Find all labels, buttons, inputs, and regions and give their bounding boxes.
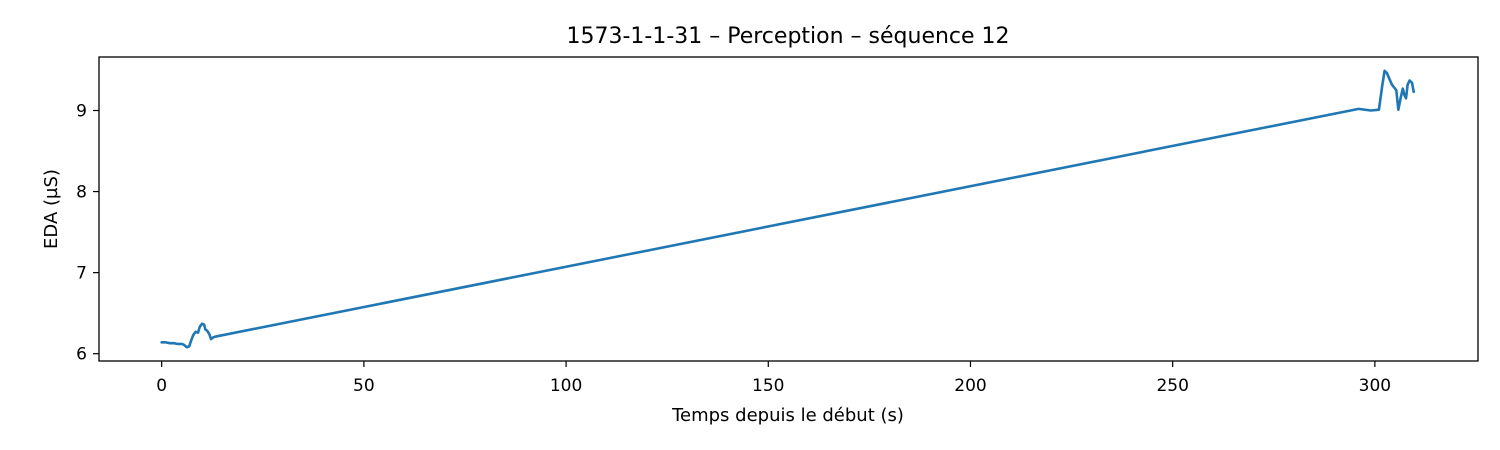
series-layer [160, 69, 1415, 349]
x-tick-label-200: 200 [954, 376, 986, 396]
x-tick-label-100: 100 [550, 376, 582, 396]
plot-frame [98, 56, 1479, 362]
x-axis-ticks: 0 50 100 150 200 250 300 [156, 361, 1391, 396]
x-tick-label-150: 150 [752, 376, 784, 396]
y-tick-label-7: 7 [76, 264, 87, 284]
y-tick-label-9: 9 [76, 102, 87, 122]
y-axis-ticks: 6 7 8 9 [76, 102, 99, 365]
x-tick-label-0: 0 [156, 376, 167, 396]
eda-series-line-0 [160, 69, 1415, 349]
y-tick-label-8: 8 [76, 183, 87, 203]
plot-area [99, 57, 1478, 361]
chart-title: 1573-1-1-31 – Perception – séquence 12 [566, 24, 1009, 49]
y-axis-label: EDA (µS) [41, 169, 62, 249]
x-tick-label-250: 250 [1156, 376, 1188, 396]
x-tick-label-50: 50 [353, 376, 375, 396]
y-tick-label-6: 6 [76, 345, 87, 365]
x-axis-label: Temps depuis le début (s) [671, 405, 904, 426]
x-tick-label-300: 300 [1359, 376, 1391, 396]
